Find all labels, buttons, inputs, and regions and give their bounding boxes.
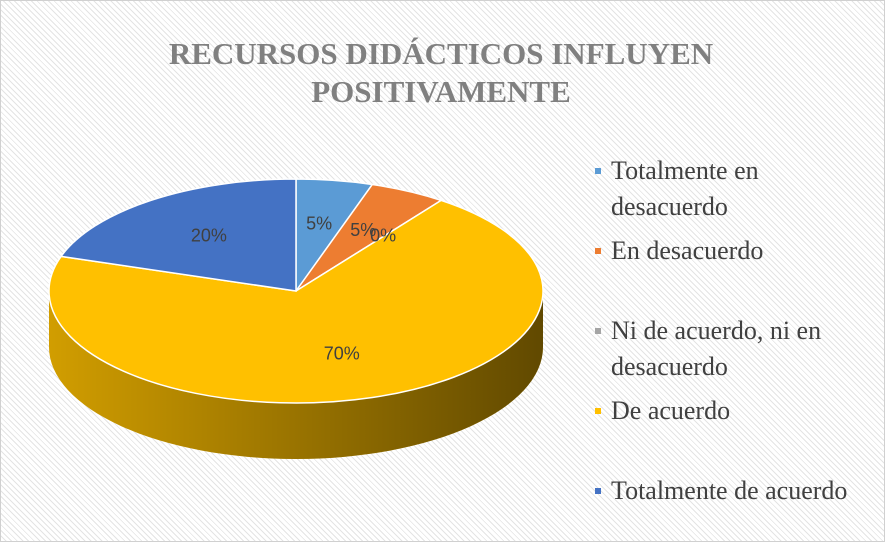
- legend-item: Totalmente de acuerdo: [595, 473, 885, 509]
- legend-label: De acuerdo: [611, 396, 731, 425]
- data-label: 20%: [191, 225, 227, 245]
- pie-slice: [59, 178, 297, 292]
- legend-label: Ni de acuerdo, ni en desacuerdo: [611, 316, 822, 381]
- legend-marker: [595, 488, 601, 494]
- legend-marker: [595, 328, 601, 334]
- chart-title: RECURSOS DIDÁCTICOS INFLUYEN POSITIVAMEN…: [168, 36, 714, 109]
- legend-item: Totalmente en desacuerdo: [595, 153, 885, 225]
- legend-marker: [595, 248, 601, 254]
- pie-side-shade: [49, 291, 543, 459]
- data-label: 5%: [306, 213, 332, 233]
- data-label: 5%: [350, 220, 376, 240]
- legend-label: Totalmente en desacuerdo: [611, 156, 759, 221]
- legend-item: En desacuerdo: [595, 233, 885, 269]
- legend-label: En desacuerdo: [611, 236, 764, 265]
- pie-slice: [48, 199, 544, 404]
- legend-item: Ni de acuerdo, ni en desacuerdo: [595, 313, 885, 385]
- data-label: 0%: [370, 225, 396, 245]
- legend-marker: [595, 408, 601, 414]
- data-label: 70%: [324, 344, 360, 364]
- legend-marker: [595, 168, 601, 174]
- legend-item: De acuerdo: [595, 393, 885, 429]
- legend-label: Totalmente de acuerdo: [611, 476, 848, 505]
